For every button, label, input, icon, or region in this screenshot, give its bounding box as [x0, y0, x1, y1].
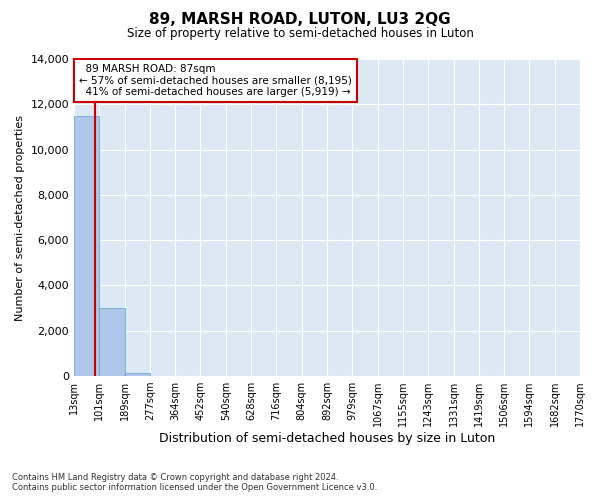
Bar	[125, 372, 150, 376]
X-axis label: Distribution of semi-detached houses by size in Luton: Distribution of semi-detached houses by …	[159, 432, 495, 445]
Text: 89 MARSH ROAD: 87sqm
← 57% of semi-detached houses are smaller (8,195)
  41% of : 89 MARSH ROAD: 87sqm ← 57% of semi-detac…	[79, 64, 352, 97]
Y-axis label: Number of semi-detached properties: Number of semi-detached properties	[15, 114, 25, 320]
Bar	[100, 308, 125, 376]
Text: Size of property relative to semi-detached houses in Luton: Size of property relative to semi-detach…	[127, 28, 473, 40]
Text: Contains public sector information licensed under the Open Government Licence v3: Contains public sector information licen…	[12, 484, 377, 492]
Text: Contains HM Land Registry data © Crown copyright and database right 2024.: Contains HM Land Registry data © Crown c…	[12, 474, 338, 482]
Bar	[74, 116, 100, 376]
Text: 89, MARSH ROAD, LUTON, LU3 2QG: 89, MARSH ROAD, LUTON, LU3 2QG	[149, 12, 451, 28]
